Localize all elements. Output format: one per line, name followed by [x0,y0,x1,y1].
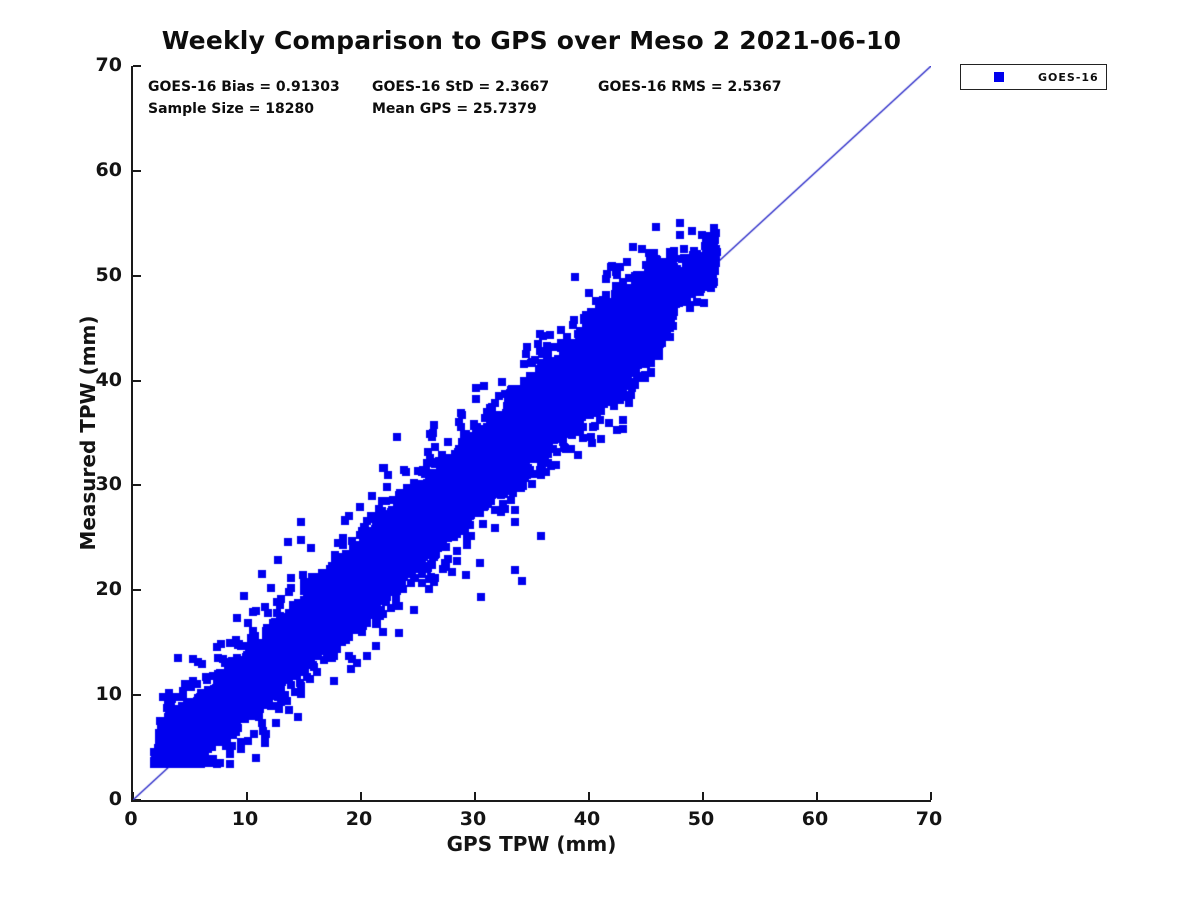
x-tick-mark [930,792,932,800]
scatter-plot-canvas [133,66,931,800]
plot-area [131,65,932,802]
x-tick-label: 30 [459,808,487,830]
y-axis-label: Measured TPW (mm) [76,315,100,551]
y-tick-label: 50 [95,263,122,286]
x-tick-label: 60 [801,808,829,830]
y-tick-label: 0 [108,788,122,810]
x-axis-label: GPS TPW (mm) [446,832,617,856]
x-tick-label: 40 [573,808,601,830]
x-tick-label: 70 [915,808,943,830]
legend-marker-square-icon [994,72,1004,82]
legend-box: GOES-16 [960,64,1107,90]
y-tick-label: 70 [95,54,122,76]
y-tick-label: 20 [95,578,122,601]
chart-title: Weekly Comparison to GPS over Meso 2 202… [161,26,902,55]
y-tick-label: 30 [95,473,122,496]
x-tick-label: 50 [687,808,715,830]
y-tick-mark [133,799,141,801]
x-tick-label: 10 [231,808,259,830]
y-tick-label: 40 [95,368,122,391]
x-tick-label: 0 [124,808,138,830]
y-tick-label: 60 [95,158,122,181]
y-tick-label: 10 [95,683,122,706]
x-tick-label: 20 [345,808,373,830]
legend-series-label: GOES-16 [1038,70,1099,84]
